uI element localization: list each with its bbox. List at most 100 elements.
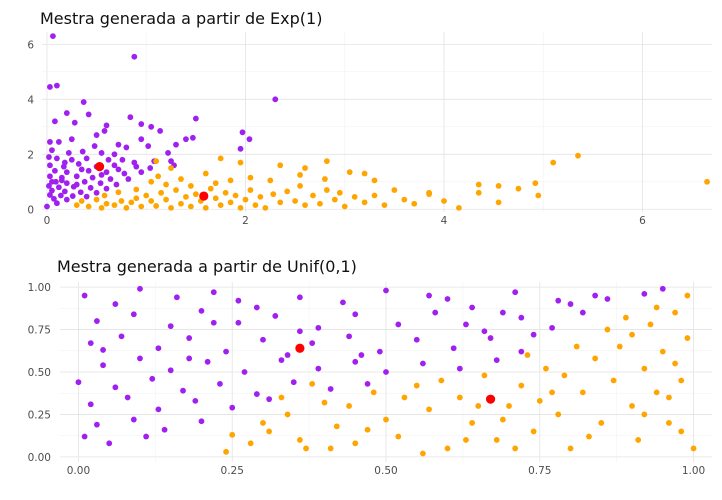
data-point-cluster2 bbox=[561, 372, 568, 379]
data-point-cluster1 bbox=[272, 96, 279, 103]
data-point-cluster2 bbox=[666, 420, 672, 426]
data-point-cluster1 bbox=[253, 304, 260, 311]
data-point-cluster1 bbox=[106, 440, 113, 447]
data-point-cluster1 bbox=[71, 119, 78, 126]
data-point-cluster2 bbox=[575, 152, 581, 159]
data-point-cluster1 bbox=[49, 187, 55, 194]
data-point-cluster2 bbox=[202, 170, 209, 177]
data-point-cluster2 bbox=[155, 173, 162, 180]
data-point-cluster1 bbox=[148, 123, 155, 130]
data-point-cluster1 bbox=[145, 143, 152, 149]
data-point-cluster1 bbox=[180, 387, 186, 394]
data-point-cluster1 bbox=[63, 180, 70, 187]
data-point-cluster1 bbox=[111, 151, 118, 158]
data-point-cluster2 bbox=[678, 428, 685, 435]
data-point-cluster1 bbox=[173, 141, 179, 148]
data-point-cluster2 bbox=[309, 380, 316, 387]
data-point-cluster1 bbox=[173, 294, 180, 301]
data-point-cluster1 bbox=[167, 323, 174, 330]
data-point-cluster2 bbox=[163, 196, 169, 203]
data-point-cluster2 bbox=[73, 202, 80, 209]
data-point-cluster1 bbox=[125, 176, 132, 182]
data-point-cluster2 bbox=[411, 200, 418, 207]
data-point-cluster1 bbox=[47, 139, 53, 145]
data-point-cluster1 bbox=[115, 166, 122, 173]
data-point-cluster2 bbox=[426, 189, 433, 196]
data-point-cluster1 bbox=[223, 348, 229, 355]
data-point-cluster2 bbox=[173, 187, 179, 193]
data-point-cluster1 bbox=[47, 84, 53, 90]
x-tick-label: 4 bbox=[441, 215, 448, 227]
data-point-cluster2 bbox=[143, 192, 150, 199]
data-point-cluster2 bbox=[101, 192, 108, 199]
cluster-center-point bbox=[485, 394, 496, 404]
data-point-cluster1 bbox=[75, 161, 82, 167]
data-point-cluster2 bbox=[456, 394, 463, 401]
data-point-cluster2 bbox=[227, 177, 234, 184]
data-point-cluster2 bbox=[302, 202, 308, 209]
data-point-cluster2 bbox=[499, 416, 506, 423]
data-point-cluster2 bbox=[532, 180, 539, 187]
data-point-cluster2 bbox=[252, 202, 259, 209]
data-point-cluster1 bbox=[481, 328, 488, 335]
data-point-cluster2 bbox=[635, 437, 642, 443]
chart-exp: Mestra generada a partir de Exp(1) 0246 … bbox=[27, 9, 712, 227]
data-point-cluster2 bbox=[327, 445, 334, 452]
data-point-cluster2 bbox=[381, 202, 388, 209]
data-point-cluster1 bbox=[68, 136, 75, 143]
x-tick-label: 0.00 bbox=[67, 465, 90, 477]
data-point-cluster2 bbox=[323, 158, 330, 165]
y-tick-label: 2 bbox=[27, 149, 34, 161]
data-point-cluster1 bbox=[567, 301, 574, 307]
data-point-cluster2 bbox=[426, 406, 432, 413]
data-point-cluster1 bbox=[130, 311, 137, 318]
data-point-cluster2 bbox=[413, 382, 420, 389]
data-point-cluster1 bbox=[53, 200, 60, 207]
data-point-cluster2 bbox=[98, 204, 105, 211]
data-point-cluster2 bbox=[85, 203, 92, 210]
data-point-cluster1 bbox=[115, 141, 122, 148]
data-point-cluster1 bbox=[131, 159, 138, 166]
data-point-cluster1 bbox=[83, 193, 90, 200]
data-point-cluster2 bbox=[178, 200, 184, 207]
data-point-cluster1 bbox=[237, 145, 244, 152]
data-point-cluster2 bbox=[629, 403, 635, 409]
data-point-cluster1 bbox=[432, 309, 439, 316]
data-point-cluster2 bbox=[296, 437, 303, 443]
data-point-cluster1 bbox=[383, 369, 389, 375]
data-point-cluster1 bbox=[94, 318, 100, 324]
data-point-cluster1 bbox=[217, 380, 223, 387]
data-point-cluster1 bbox=[81, 433, 88, 440]
data-point-cluster1 bbox=[55, 184, 62, 191]
data-point-cluster1 bbox=[81, 292, 88, 299]
data-point-cluster2 bbox=[284, 188, 291, 195]
data-point-cluster2 bbox=[653, 304, 660, 311]
data-point-cluster1 bbox=[61, 188, 68, 195]
cluster-center-point bbox=[295, 343, 305, 353]
data-point-cluster1 bbox=[68, 156, 75, 163]
data-point-cluster2 bbox=[192, 191, 199, 198]
data-point-cluster1 bbox=[512, 289, 519, 296]
data-point-cluster2 bbox=[202, 204, 209, 211]
data-point-cluster2 bbox=[518, 382, 525, 389]
chart-unif-y-axis: 0.00 0.25 0.50 0.75 1.00 bbox=[28, 282, 51, 464]
data-point-cluster2 bbox=[352, 440, 359, 447]
data-point-cluster2 bbox=[391, 187, 398, 193]
data-point-cluster2 bbox=[586, 433, 592, 440]
data-point-cluster1 bbox=[94, 421, 100, 428]
data-point-cluster2 bbox=[351, 193, 358, 200]
data-point-cluster1 bbox=[149, 375, 156, 382]
data-point-cluster2 bbox=[346, 169, 353, 176]
data-point-cluster1 bbox=[73, 181, 80, 188]
data-point-cluster1 bbox=[98, 150, 105, 156]
data-point-cluster2 bbox=[598, 420, 605, 426]
data-point-cluster2 bbox=[672, 309, 678, 316]
data-point-cluster1 bbox=[47, 173, 53, 180]
data-point-cluster2 bbox=[321, 399, 328, 406]
data-point-cluster1 bbox=[123, 144, 130, 151]
data-point-cluster2 bbox=[475, 403, 482, 409]
data-point-cluster1 bbox=[155, 406, 162, 413]
data-point-cluster1 bbox=[47, 192, 53, 198]
data-point-cluster1 bbox=[93, 132, 100, 138]
